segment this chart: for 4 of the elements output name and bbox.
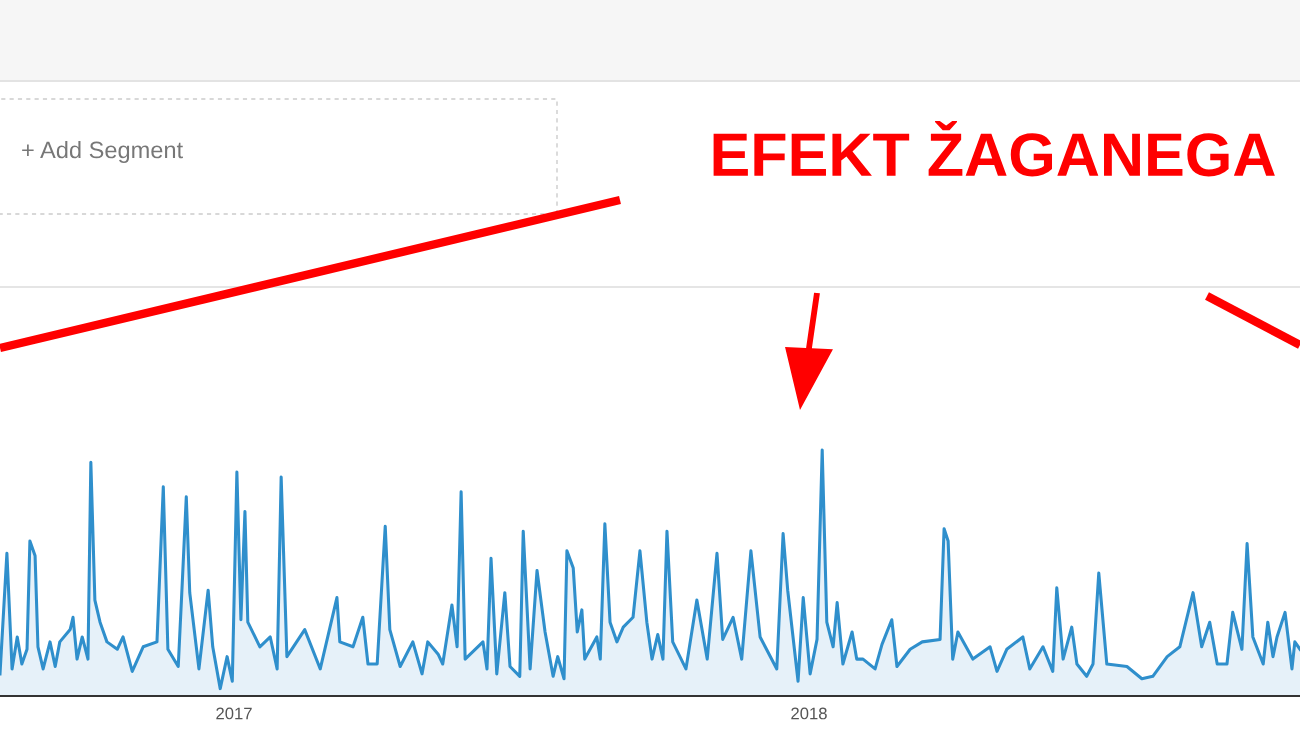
text: + Add Segment <box>22 141 183 164</box>
chart-title: EFEKT ŽAGANEGA <box>713 121 1275 177</box>
x-tick-label: 2017 <box>216 707 252 720</box>
x-tick-label: 2018 <box>791 707 827 720</box>
